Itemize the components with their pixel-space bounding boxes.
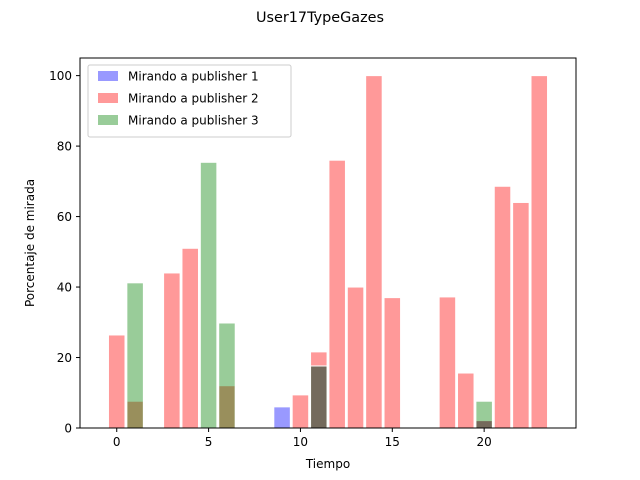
bar-series-2-x-4 [181, 247, 199, 429]
plot-frame [79, 57, 577, 429]
bar-series-2-x-23 [530, 75, 549, 429]
y-tick-label: 100 [49, 69, 72, 83]
legend: Mirando a publisher 1 Mirando a publisher… [87, 64, 292, 138]
bar-series-2-x-0 [107, 334, 126, 429]
legend-label-2: Mirando a publisher 2 [128, 92, 259, 106]
bar-series-3-x-20 [475, 400, 493, 429]
y-tick-label: 80 [57, 140, 72, 154]
legend-label-3: Mirando a publisher 3 [128, 114, 259, 128]
bar-series-2-x-21 [493, 185, 512, 429]
legend-swatch-1 [98, 71, 118, 81]
legend-swatch-3 [98, 115, 118, 125]
bar-series-2-x-13 [346, 286, 365, 429]
chart-title: User17TypeGazes [256, 10, 384, 26]
bars-layer [107, 75, 549, 429]
bar-series-2-x-22 [512, 201, 530, 429]
y-tick-label: 40 [57, 281, 72, 295]
x-ticks: 0 5 10 15 20 [113, 428, 492, 449]
x-tick-label: 15 [385, 435, 400, 449]
y-tick-label: 60 [57, 210, 72, 224]
y-ticks: 0 20 40 60 80 100 [49, 69, 80, 436]
y-axis-label: Porcentaje de mirada [23, 179, 37, 307]
x-axis-label: Tiempo [305, 457, 350, 471]
bar-series-2-x-15 [383, 297, 402, 429]
y-tick-label: 20 [57, 351, 72, 365]
legend-frame [87, 64, 292, 138]
bar-series-3-x-5 [199, 161, 218, 429]
legend-swatch-2 [98, 93, 118, 103]
bar-series-2-x-10 [291, 394, 310, 429]
bar-series-1-x-9 [273, 406, 291, 429]
bar-series-2-x-3 [163, 272, 181, 429]
bar-series-3-x-11 [310, 365, 328, 429]
bar-series-2-x-12 [328, 159, 346, 429]
bar-series-2-x-19 [457, 372, 475, 429]
x-tick-label: 0 [113, 435, 121, 449]
x-tick-label: 10 [293, 435, 308, 449]
bar-series-3-x-1 [126, 282, 144, 429]
y-tick-label: 0 [64, 422, 72, 436]
bar-series-2-x-18 [438, 296, 457, 429]
x-tick-label: 20 [477, 435, 492, 449]
legend-label-1: Mirando a publisher 1 [128, 70, 259, 84]
bar-series-2-x-14 [365, 75, 383, 429]
bar-series-3-x-6 [218, 322, 236, 429]
x-tick-label: 5 [205, 435, 213, 449]
